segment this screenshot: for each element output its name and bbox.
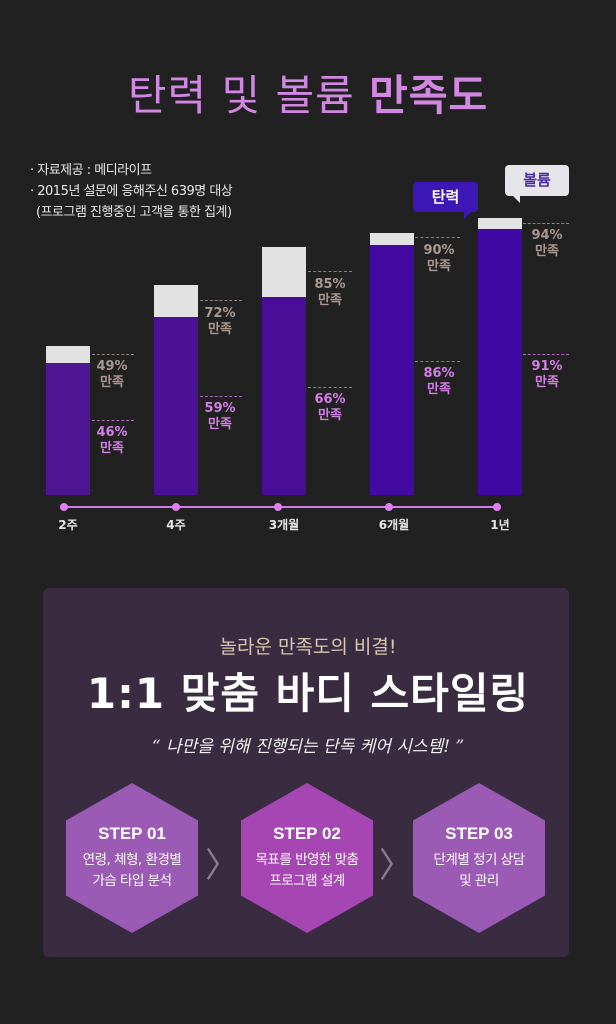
- panel-title: 1:1 맞춤 바디 스타일링: [86, 669, 530, 718]
- title-light: 탄력 및 볼륨: [127, 71, 355, 120]
- elasticity-bar-3m: [262, 297, 306, 495]
- x-label-2w: 2주: [58, 518, 78, 532]
- step-03-label: STEP 03: [445, 824, 513, 843]
- volume-value-6m: 90% 만족: [423, 243, 455, 274]
- axis-dot: [274, 503, 282, 511]
- callout-pointer: [512, 195, 520, 203]
- axis-dot: [172, 503, 180, 511]
- note-survey-detail: (프로그램 진행중인 고객을 통한 집계): [36, 205, 232, 220]
- elasticity-value-3m: 66% 만족: [314, 392, 346, 423]
- step-01-hexagon: STEP 01 연령, 체형, 환경별 가슴 타입 분석: [66, 783, 198, 933]
- volume-value-4w: 72% 만족: [204, 306, 236, 337]
- x-label-4w: 4주: [166, 518, 186, 532]
- step-02-line1: 목표를 반영한 맞춤: [255, 852, 359, 868]
- volume-value-1y: 94% 만족: [531, 228, 563, 259]
- step-02-label: STEP 02: [273, 824, 341, 843]
- x-label-1y: 1년: [490, 518, 510, 532]
- step-01-line2: 가슴 타입 분석: [92, 873, 172, 889]
- volume-guide-line: [200, 300, 242, 301]
- volume-value-3m: 85% 만족: [314, 277, 346, 308]
- axis-dot: [385, 503, 393, 511]
- volume-bar-1y: [478, 218, 522, 229]
- volume-guide-line: [523, 223, 569, 224]
- elasticity-value-1y: 91% 만족: [531, 359, 563, 390]
- elasticity-value-4w: 59% 만족: [204, 401, 236, 432]
- panel-subtitle: 놀라운 만족도의 비결!: [219, 636, 397, 658]
- volume-bar-3m: [262, 247, 306, 297]
- volume-bar-2w: [46, 346, 90, 363]
- elasticity-value-2w: 46% 만족: [96, 425, 128, 456]
- step-01-line1: 연령, 체형, 환경별: [82, 852, 182, 868]
- step-03-line2: 및 관리: [459, 873, 499, 889]
- volume-bar-6m: [370, 233, 414, 245]
- page-title: 탄력 및 볼륨 만족도: [0, 62, 616, 123]
- elasticity-guide-line: [92, 420, 134, 421]
- legend-volume-callout: 볼륨: [505, 165, 569, 196]
- volume-guide-line: [415, 237, 460, 238]
- elasticity-guide-line: [200, 396, 242, 397]
- note-source: · 자료제공 : 메디라이프: [30, 163, 152, 178]
- step-02-hexagon: STEP 02 목표를 반영한 맞춤 프로그램 설계: [241, 783, 373, 933]
- elasticity-guide-line: [308, 387, 352, 388]
- panel-quote: “ 나만을 위해 진행되는 단독 케어 시스템! ”: [151, 737, 465, 757]
- elasticity-guide-line: [415, 361, 460, 362]
- elasticity-guide-line: [523, 354, 569, 355]
- volume-bar-4w: [154, 285, 198, 317]
- callout-pointer: [464, 211, 472, 219]
- elasticity-bar-1y: [478, 229, 522, 495]
- volume-value-2w: 49% 만족: [96, 359, 128, 390]
- elasticity-value-6m: 86% 만족: [423, 366, 455, 397]
- step-01-label: STEP 01: [98, 824, 166, 843]
- volume-guide-line: [92, 354, 134, 355]
- step-03-line1: 단계별 정기 상담: [433, 852, 525, 868]
- elasticity-bar-4w: [154, 317, 198, 495]
- x-label-6m: 6개월: [378, 518, 410, 532]
- step-03-hexagon: STEP 03 단계별 정기 상담 및 관리: [413, 783, 545, 933]
- legend-elasticity-callout: 탄력: [413, 182, 478, 212]
- elasticity-bar-2w: [46, 363, 90, 495]
- note-survey: · 2015년 설문에 응해주신 639명 대상: [30, 184, 233, 199]
- chevron-right-icon: 〉: [205, 846, 239, 886]
- volume-guide-line: [308, 271, 352, 272]
- axis-dot: [493, 503, 501, 511]
- axis-dot: [60, 503, 68, 511]
- source-notes: · 자료제공 : 메디라이프 · 2015년 설문에 응해주신 639명 대상 …: [30, 160, 233, 223]
- chevron-right-icon: 〉: [379, 846, 413, 886]
- title-bold: 만족도: [369, 71, 489, 120]
- step-02-line2: 프로그램 설계: [269, 873, 345, 889]
- elasticity-bar-6m: [370, 245, 414, 495]
- x-label-3m: 3개월: [268, 518, 300, 532]
